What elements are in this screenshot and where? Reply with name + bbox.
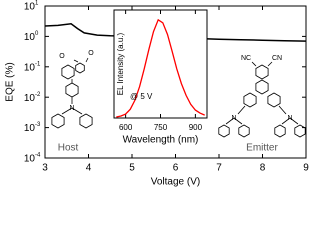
atom-label: N [287, 115, 292, 122]
atom-label: N [69, 105, 74, 112]
x-axis-label: Voltage (V) [151, 177, 200, 188]
bond [289, 117, 299, 125]
y-tick-exponent: -3 [35, 122, 41, 128]
y-tick-label: 10 [24, 154, 36, 165]
ring [51, 113, 65, 129]
ring [294, 124, 306, 138]
ring [238, 124, 250, 138]
y-tick-exponent: -1 [35, 61, 41, 67]
bond [61, 107, 73, 115]
y-axis-label: EL Intensity (a.u.) [116, 32, 125, 95]
bond [73, 59, 79, 63]
x-tick-label: 750 [154, 123, 168, 132]
atom-label: O [88, 50, 94, 57]
ring [255, 79, 269, 95]
bond [281, 117, 291, 125]
y-tick-label: 10 [24, 123, 36, 134]
y-axis-label: EQE (%) [5, 62, 16, 101]
bond [85, 57, 89, 63]
y-tick-exponent: 0 [35, 31, 39, 37]
y-tick-label: 10 [24, 32, 36, 43]
ring [274, 124, 286, 138]
data-line [116, 18, 205, 118]
bond [278, 105, 287, 115]
plot-area [113, 9, 208, 119]
bond [251, 61, 257, 67]
y-tick-label: 10 [24, 62, 36, 73]
y-tick-exponent: 1 [35, 1, 39, 7]
bond [267, 61, 273, 67]
annotation: @ 5 V [130, 92, 153, 101]
ring [61, 64, 75, 80]
y-tick-label: 10 [24, 2, 36, 13]
x-tick-label: 9 [303, 163, 309, 174]
x-tick-label: 7 [216, 163, 222, 174]
bond [233, 117, 243, 125]
x-tick-label: 8 [260, 163, 266, 174]
y-tick-exponent: -2 [35, 92, 41, 98]
ring [255, 64, 269, 80]
x-tick-label: 5 [129, 163, 135, 174]
atom-label: CN [272, 55, 282, 62]
ring [267, 92, 281, 108]
x-tick-label: 900 [189, 123, 203, 132]
ring [218, 124, 230, 138]
y-tick-exponent: -4 [35, 153, 41, 159]
annotation: Emitter [246, 143, 278, 154]
x-tick-label: 4 [86, 163, 92, 174]
atom-label: N [231, 115, 236, 122]
bond [71, 107, 83, 115]
atom-label: NC [241, 55, 251, 62]
x-tick-label: 3 [42, 163, 48, 174]
x-tick-label: 600 [119, 123, 133, 132]
ring [243, 92, 257, 108]
x-tick-label: 6 [173, 163, 179, 174]
atom-label: O [59, 53, 65, 60]
bond [225, 117, 235, 125]
ring [75, 62, 85, 74]
y-tick-label: 10 [24, 93, 36, 104]
x-axis-label: Wavelength (nm) [123, 135, 199, 146]
ring [79, 113, 93, 129]
annotation: Host [58, 143, 79, 154]
bond [237, 105, 246, 115]
